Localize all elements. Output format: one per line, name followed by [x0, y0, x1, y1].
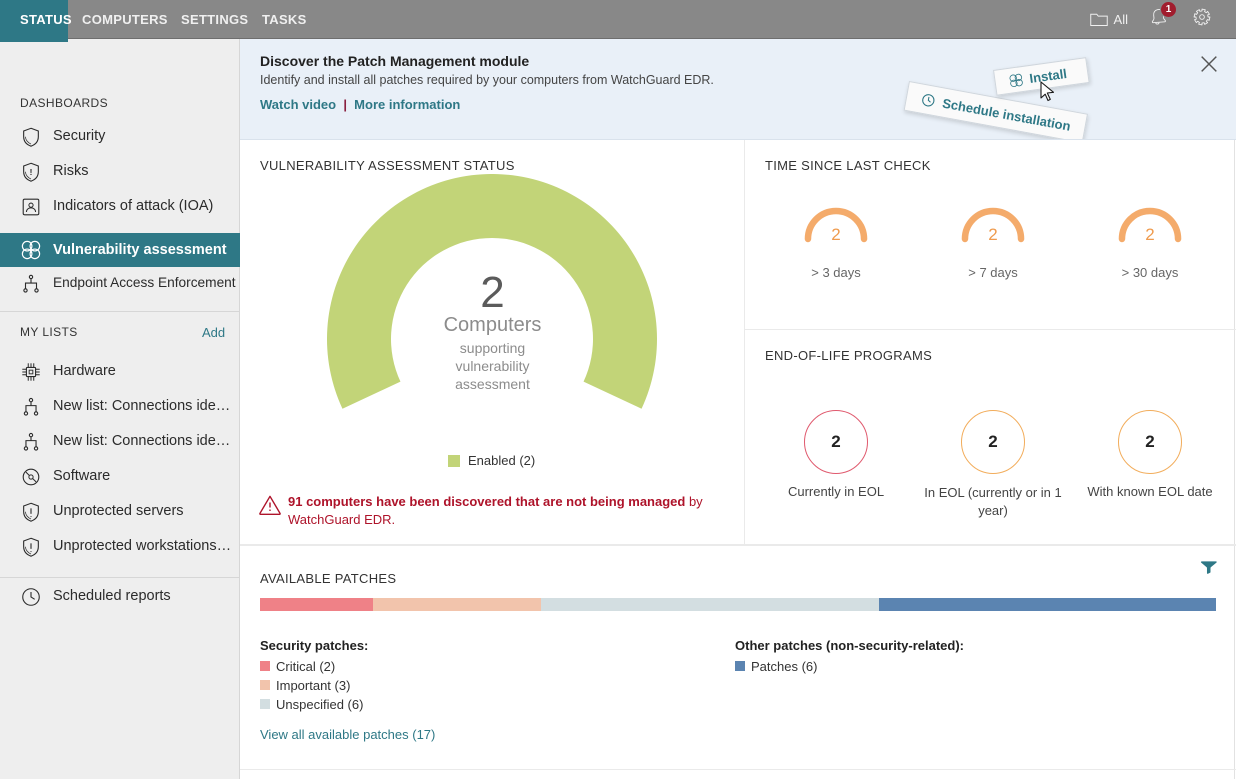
svg-text:!: !	[30, 168, 33, 177]
